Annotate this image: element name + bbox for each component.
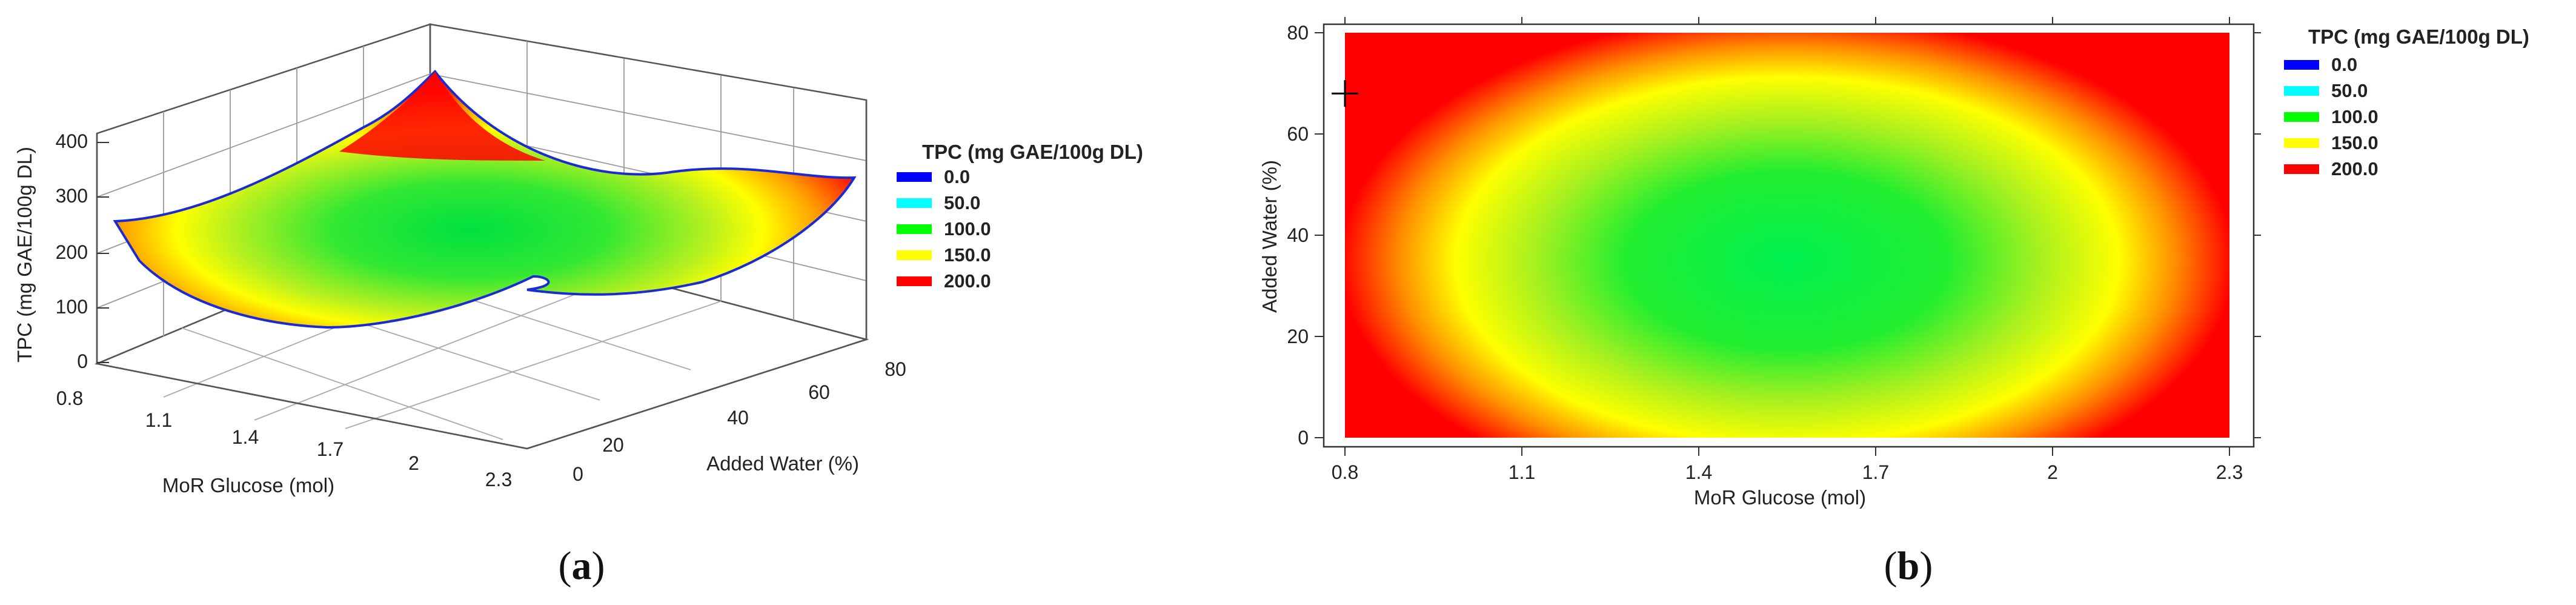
x-tick-label: 0.8 <box>1332 461 1358 483</box>
y-tick-label: 20 <box>602 434 624 456</box>
surface-body <box>113 70 857 329</box>
legend-swatch <box>897 172 932 182</box>
y-tick-label: 0 <box>573 463 583 485</box>
legend-title: TPC (mg GAE/100g DL) <box>2308 25 2529 48</box>
legend-label: 150.0 <box>944 244 991 266</box>
legend-swatch <box>897 250 932 260</box>
z-tick-label: 100 <box>56 296 88 318</box>
y-tick-label: 80 <box>885 358 906 380</box>
legend-label: 0.0 <box>2331 54 2357 75</box>
y-tick-label: 40 <box>1287 224 1309 246</box>
legend-swatch <box>897 224 932 234</box>
caption-b: (b) <box>1884 544 1933 588</box>
legend-swatch <box>2284 164 2319 174</box>
z-axis-label: TPC (mg GAE/100g DL) <box>13 147 36 363</box>
legend-label: 200.0 <box>2331 158 2378 179</box>
x-tick-label: 0.8 <box>56 387 83 409</box>
y-axis: 0 20 40 60 80 <box>1287 22 2261 449</box>
caption-letter: b <box>1897 544 1920 588</box>
x-tick-label: 1.7 <box>317 438 344 460</box>
surface-chart-svg: 0 100 200 300 400 TPC (mg GAE/100g DL) 0… <box>13 23 1143 588</box>
heatmap-chart-svg: 0.8 1.1 1.4 1.7 2 2.3 0 20 40 60 80 MoR Glucose (… <box>1258 17 2529 588</box>
x-tick-label: 2 <box>408 452 419 474</box>
legend-swatch <box>2284 86 2319 96</box>
x-tick-label: 2 <box>2047 461 2058 483</box>
legend-swatch <box>2284 112 2319 122</box>
z-tick-label: 0 <box>77 350 88 372</box>
x-tick-label: 2.3 <box>485 469 512 490</box>
x-axis: 0.8 1.1 1.4 1.7 2 2.3 <box>1332 17 2243 483</box>
legend-label: 50.0 <box>2331 80 2368 101</box>
caption-letter: a <box>572 544 592 588</box>
legend-label: 200.0 <box>944 270 991 292</box>
legend-b: TPC (mg GAE/100g DL) 0.0 50.0 100.0 150.0 20… <box>2284 25 2529 179</box>
surface <box>113 70 857 329</box>
crosshair-marker <box>1332 80 1358 107</box>
y-tick-label: 40 <box>727 407 749 429</box>
legend-label: 100.0 <box>944 218 991 239</box>
y-axis-label: Added Water (%) <box>706 452 859 475</box>
x-axis-label: MoR Glucose (mol) <box>162 474 334 496</box>
y-tick-label: 60 <box>1287 123 1309 145</box>
legend-label: 100.0 <box>2331 106 2378 127</box>
caption-a: (a) <box>559 544 605 588</box>
legend-label: 50.0 <box>944 192 980 213</box>
z-axis: 0 100 200 300 400 TPC (mg GAE/100g DL) <box>13 130 109 372</box>
legend-label: 150.0 <box>2331 132 2378 153</box>
legend-swatch <box>897 198 932 208</box>
y-tick-label: 0 <box>1298 427 1309 449</box>
legend-swatch <box>2284 60 2319 70</box>
z-tick-label: 300 <box>56 185 88 207</box>
panel-b-heatmap: 0.8 1.1 1.4 1.7 2 2.3 0 20 40 60 80 MoR Glucose (… <box>1258 0 2576 602</box>
panel-a-3d-surface: 0 100 200 300 400 TPC (mg GAE/100g DL) 0… <box>0 0 1260 602</box>
x-tick-label: 1.4 <box>232 426 259 448</box>
x-tick-label: 2.3 <box>2216 461 2243 483</box>
y-tick-label: 80 <box>1287 22 1309 44</box>
front-frame <box>96 100 868 450</box>
legend-a: TPC (mg GAE/100g DL) 0.0 50.0 100.0 150.0 20… <box>897 141 1143 292</box>
y-tick-label: 60 <box>808 381 830 403</box>
y-axis-label: Added Water (%) <box>1260 160 1281 313</box>
heatmap-field <box>1345 33 2229 438</box>
legend-swatch <box>897 276 932 286</box>
z-tick-label: 200 <box>56 241 88 263</box>
surface-peak <box>339 72 545 161</box>
x-axis: 0.8 1.1 1.4 1.7 2 2.3 MoR Glucose (mol) <box>56 387 512 496</box>
legend-swatch <box>2284 138 2319 148</box>
legend-title: TPC (mg GAE/100g DL) <box>922 141 1143 163</box>
x-tick-label: 1.4 <box>1685 461 1712 483</box>
y-axis: 0 20 40 60 80 Added Water (%) <box>573 358 906 485</box>
x-tick-label: 1.1 <box>145 409 172 431</box>
x-tick-label: 1.1 <box>1509 461 1535 483</box>
x-axis-label: MoR Glucose (mol) <box>1694 486 1866 509</box>
x-tick-label: 1.7 <box>1862 461 1889 483</box>
y-tick-label: 20 <box>1287 326 1309 347</box>
z-tick-label: 400 <box>56 130 88 152</box>
legend-label: 0.0 <box>944 166 970 187</box>
